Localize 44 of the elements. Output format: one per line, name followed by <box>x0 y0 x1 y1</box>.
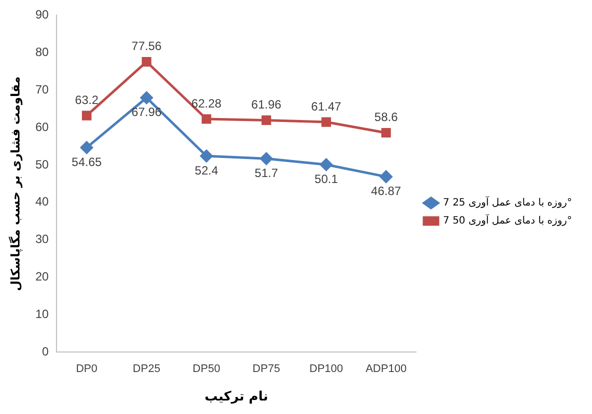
x-tick-label: ADP100 <box>366 362 407 375</box>
point <box>262 115 272 125</box>
x-tick-label: DP25 <box>132 362 160 375</box>
data-label: 52.4 <box>194 163 218 178</box>
x-tick-label: DP0 <box>76 362 98 375</box>
point <box>381 128 391 138</box>
point <box>202 114 212 124</box>
point <box>260 152 273 165</box>
point <box>80 141 93 154</box>
point <box>140 91 153 104</box>
x-tick-label: DP100 <box>309 362 344 375</box>
data-label: 54.65 <box>72 154 102 169</box>
data-label: 61.96 <box>251 98 282 112</box>
data-label: 46.87 <box>371 184 402 198</box>
x-tick-label: DP50 <box>192 362 220 375</box>
y-tick-label: 60 <box>35 120 50 134</box>
legend-label: 7 روزه با دمای عمل آوری 50° <box>443 214 572 227</box>
data-label: 50.1 <box>314 172 338 186</box>
data-label: 61.47 <box>311 99 342 114</box>
point <box>82 110 92 120</box>
y-tick-label: 50 <box>35 157 50 172</box>
point <box>321 117 331 127</box>
data-label: 67.96 <box>132 105 162 120</box>
y-tick-label: 10 <box>35 307 50 322</box>
y-tick-label: 30 <box>35 232 50 246</box>
y-tick-label: 80 <box>35 44 50 59</box>
point <box>200 150 213 162</box>
data-label: 51.7 <box>254 166 278 180</box>
point <box>320 158 332 171</box>
point <box>380 170 392 183</box>
y-tick-label: 90 <box>35 8 50 22</box>
y-tick-label: 20 <box>35 270 50 284</box>
y-tick-label: 70 <box>35 82 50 96</box>
y-tick-label: 40 <box>35 194 50 209</box>
x-axis-title: نام ترکیب <box>204 390 268 405</box>
data-label: 63.2 <box>75 92 99 107</box>
data-label: 58.6 <box>374 110 398 124</box>
data-label: 77.56 <box>132 39 162 54</box>
y-axis-title: مقاومت فشاری بر حسب مگاپاسکال <box>8 76 22 291</box>
data-label: 62.28 <box>191 96 222 110</box>
x-tick-label: DP75 <box>252 362 280 375</box>
point <box>142 56 152 67</box>
y-tick-label: 0 <box>42 344 50 359</box>
legend-label: 7 روزه با دمای عمل آوری 25° <box>443 196 572 209</box>
